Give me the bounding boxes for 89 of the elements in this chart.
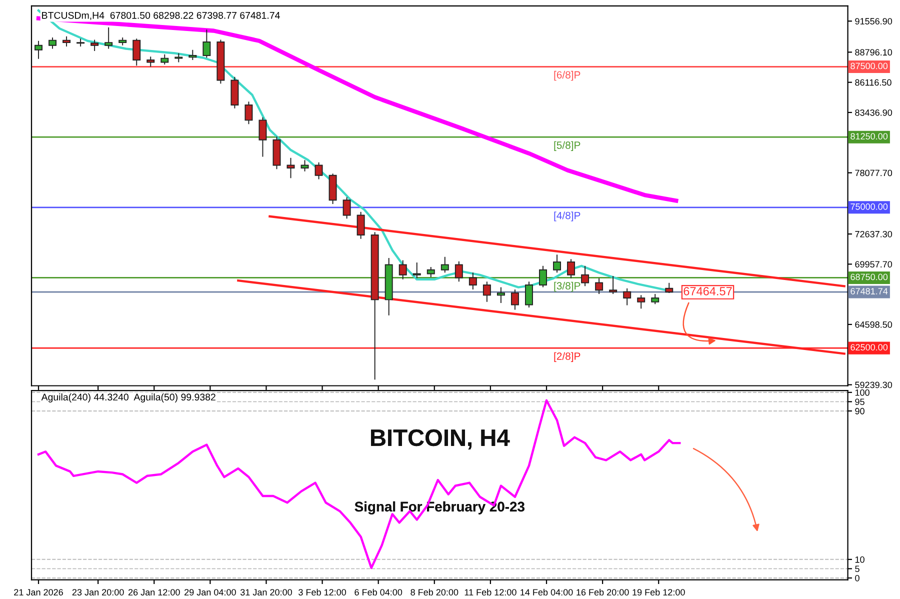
ref-line-label: 87500.00	[850, 62, 888, 70]
candlestick	[174, 52, 183, 63]
candlestick	[398, 260, 407, 280]
candlestick	[230, 76, 239, 109]
candlestick	[384, 258, 393, 316]
x-tick-label: 8 Feb 20:00	[410, 588, 458, 596]
candlestick	[496, 286, 505, 304]
candlestick	[216, 39, 225, 84]
y-tick-label: 100	[855, 389, 870, 396]
annotation: [6/8]P	[554, 70, 580, 81]
candlestick	[651, 294, 660, 305]
ref-line-label: 81250.00	[850, 133, 888, 140]
candlestick	[370, 232, 379, 380]
candlestick	[510, 289, 519, 310]
candlestick	[328, 173, 337, 205]
y-tick-label: 59239.30	[855, 382, 892, 388]
y-tick-label: 83436.90	[855, 109, 892, 116]
x-tick-label: 26 Jan 12:00	[128, 589, 180, 596]
candlestick	[440, 256, 449, 274]
y-tick-label: 78077.70	[855, 170, 892, 176]
candlestick	[314, 162, 323, 180]
candlestick	[202, 29, 211, 58]
annotation: 67464.57	[684, 287, 732, 296]
candlestick	[244, 101, 253, 125]
x-tick-label: 11 Feb 12:00	[464, 588, 516, 596]
text: BTCUSDm,H4 67801.50 68298.22 67398.77 67481.74	[42, 12, 280, 20]
candlestick	[104, 26, 113, 50]
candlestick	[62, 36, 71, 47]
candlestick	[581, 265, 590, 287]
candlestick	[132, 38, 141, 66]
candlestick	[567, 258, 576, 279]
candlestick	[539, 265, 547, 288]
candlestick	[468, 272, 477, 290]
candlestick	[188, 49, 197, 60]
candlestick	[623, 288, 632, 306]
x-tick-label: 16 Feb 20:00	[576, 588, 629, 596]
x-tick-label: 21 Jan 2026	[14, 589, 63, 596]
x-tick-label: 19 Feb 12:00	[632, 588, 685, 596]
x-tick-label: 6 Feb 04:00	[354, 588, 402, 596]
ref-line-label: 67481.74	[850, 288, 888, 294]
y-tick-label: 0	[855, 574, 860, 582]
annotation: BITCOIN, H4	[371, 429, 510, 450]
candlestick	[412, 262, 421, 279]
y-tick-label: 72637.30	[855, 230, 892, 238]
y-tick-label: 88796.10	[855, 49, 892, 56]
annotation: [5/8]P	[554, 141, 580, 151]
candlestick	[665, 282, 674, 294]
annotation: [2/8]P	[554, 352, 580, 362]
chart-title: Aguila(240) 44.3240 Aguila(50) 99.9382	[41, 393, 216, 402]
annotation: Signal For February 20-23	[354, 501, 524, 514]
candlestick	[525, 281, 533, 308]
candlestick	[454, 260, 463, 282]
candlestick	[34, 40, 42, 60]
candlestick	[118, 37, 127, 46]
candlestick	[76, 38, 85, 47]
candlestick	[160, 54, 169, 65]
x-tick-label: 29 Jan 04:00	[184, 589, 236, 596]
candlestick	[286, 157, 295, 179]
y-tick-label: 86116.50	[855, 79, 892, 86]
y-tick-label: 90	[855, 408, 864, 414]
candlestick	[356, 211, 365, 240]
candlestick	[300, 160, 309, 172]
candlestick	[272, 136, 281, 170]
candlestick	[482, 281, 491, 302]
x-tick-label: 31 Jan 20:00	[240, 589, 292, 596]
y-tick-label: 91556.90	[855, 18, 892, 24]
candlestick	[146, 56, 155, 68]
y-tick-label: 10	[855, 556, 864, 563]
candlestick	[258, 116, 267, 158]
candlestick	[553, 254, 562, 274]
annotation: [3/8]P	[554, 282, 580, 292]
annotation: [4/8]P	[554, 212, 580, 222]
candlestick	[426, 266, 435, 278]
x-tick-label: 23 Jan 20:00	[72, 589, 124, 596]
y-tick-label: 95	[855, 398, 864, 406]
candlestick	[48, 37, 57, 50]
candlestick	[595, 278, 604, 295]
ref-line-label: 62500.00	[850, 344, 888, 350]
x-tick-label: 14 Feb 04:00	[520, 588, 573, 596]
y-tick-label: 64598.50	[855, 321, 892, 328]
ref-line-label: 68750.00	[850, 274, 888, 280]
candlestick	[90, 39, 99, 52]
candlestick	[637, 294, 646, 310]
y-tick-label: 69957.70	[855, 261, 892, 268]
x-tick-label: 3 Feb 12:00	[298, 588, 346, 596]
candlestick	[342, 196, 351, 220]
y-tick-label: 5	[855, 566, 860, 572]
candlestick	[609, 276, 618, 295]
ref-line-label: 75000.00	[850, 203, 888, 210]
